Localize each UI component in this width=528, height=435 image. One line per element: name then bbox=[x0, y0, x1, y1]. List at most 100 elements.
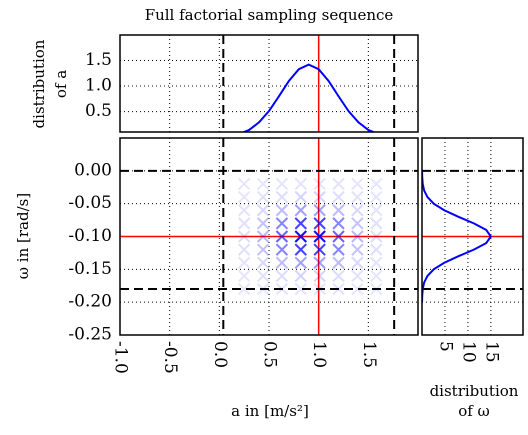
sample-marker bbox=[332, 230, 345, 243]
sample-marker bbox=[256, 269, 270, 283]
sample-marker bbox=[237, 282, 251, 296]
x-tick-label: -0.5 bbox=[160, 341, 180, 374]
sample-marker bbox=[313, 230, 326, 243]
x-tick-label: 5 bbox=[435, 341, 455, 352]
y-tick-label: -0.15 bbox=[68, 259, 112, 279]
y-tick-label: 0.5 bbox=[85, 101, 112, 121]
sample-marker bbox=[275, 256, 289, 269]
panel bbox=[422, 138, 523, 335]
sample-marker bbox=[370, 190, 383, 204]
sample-marker bbox=[275, 269, 289, 283]
sample-marker bbox=[275, 204, 289, 217]
sample-marker bbox=[294, 204, 307, 217]
x-axis-label: of ω bbox=[458, 402, 490, 420]
sample-marker bbox=[332, 190, 345, 204]
sample-marker bbox=[351, 230, 364, 243]
sample-marker bbox=[313, 256, 326, 269]
sample-marker bbox=[275, 243, 289, 256]
sample-marker bbox=[294, 177, 307, 191]
sample-marker bbox=[256, 204, 270, 217]
sample-marker bbox=[256, 217, 270, 230]
axes-frame bbox=[421, 137, 524, 336]
x-tick-label: -1.0 bbox=[111, 341, 131, 374]
distribution-curve bbox=[241, 63, 376, 132]
sample-marker bbox=[332, 177, 345, 191]
sample-marker bbox=[351, 190, 364, 204]
y-axis-label: ω in [rad/s] bbox=[14, 193, 32, 279]
sample-marker bbox=[294, 256, 307, 269]
sample-marker bbox=[313, 177, 326, 191]
sample-marker bbox=[237, 230, 251, 243]
sample-marker bbox=[351, 217, 364, 230]
y-tick-label: -0.10 bbox=[68, 226, 112, 246]
sample-marker bbox=[256, 190, 270, 204]
y-tick-label: 1.0 bbox=[85, 76, 112, 96]
sample-marker bbox=[294, 217, 307, 230]
distribution-curve bbox=[422, 170, 493, 303]
sample-marker bbox=[256, 177, 270, 191]
axes-frame bbox=[119, 137, 419, 336]
chart-title: Full factorial sampling sequence bbox=[145, 6, 394, 24]
sample-marker bbox=[351, 243, 364, 256]
y-tick-label: 1.5 bbox=[85, 50, 112, 70]
sample-marker bbox=[294, 282, 307, 296]
y-tick-label: -0.05 bbox=[68, 193, 112, 213]
sample-marker bbox=[275, 230, 289, 243]
sample-marker bbox=[370, 256, 383, 269]
sample-marker bbox=[294, 230, 307, 243]
x-tick-label: 1.5 bbox=[359, 341, 379, 368]
y-axis-label: distribution bbox=[30, 39, 48, 128]
sample-marker bbox=[332, 204, 345, 217]
sample-marker bbox=[370, 269, 383, 283]
sample-marker bbox=[237, 217, 251, 230]
y-tick-label: 0.00 bbox=[74, 160, 112, 180]
axes-frame bbox=[119, 34, 419, 133]
x-tick-label: 15 bbox=[481, 341, 501, 363]
sample-marker bbox=[351, 269, 364, 283]
sample-marker bbox=[332, 269, 345, 283]
sample-marker bbox=[370, 204, 383, 217]
sample-marker bbox=[237, 190, 251, 204]
x-tick-label: 0.0 bbox=[210, 341, 230, 368]
sample-marker bbox=[256, 243, 270, 256]
sample-marker bbox=[313, 217, 326, 230]
sample-marker bbox=[332, 256, 345, 269]
x-tick-label: 10 bbox=[458, 341, 478, 363]
sample-marker bbox=[275, 282, 289, 296]
sample-marker bbox=[275, 217, 289, 230]
x-tick-label: 0.5 bbox=[260, 341, 280, 368]
sample-marker bbox=[351, 177, 364, 191]
sample-marker bbox=[370, 177, 383, 191]
sample-marker bbox=[275, 177, 289, 191]
panel bbox=[120, 35, 418, 132]
sample-marker bbox=[332, 243, 345, 256]
sample-marker bbox=[370, 217, 383, 230]
x-tick-label: 1.0 bbox=[309, 341, 329, 368]
sample-marker bbox=[370, 243, 383, 256]
sample-marker bbox=[351, 282, 364, 296]
x-axis-label: distribution bbox=[430, 382, 519, 400]
sample-marker bbox=[370, 282, 383, 296]
sample-marker bbox=[237, 204, 251, 217]
sample-marker bbox=[313, 282, 326, 296]
sample-marker bbox=[294, 269, 307, 283]
sample-marker bbox=[313, 190, 326, 204]
sample-marker bbox=[332, 282, 345, 296]
panel bbox=[120, 138, 418, 335]
sample-marker bbox=[294, 243, 307, 256]
y-tick-label: -0.25 bbox=[68, 325, 112, 345]
y-tick-label: -0.20 bbox=[68, 292, 112, 312]
y-axis-label: of a bbox=[52, 70, 70, 98]
sample-marker bbox=[313, 269, 326, 283]
sample-marker bbox=[313, 204, 326, 217]
sample-marker bbox=[313, 243, 326, 256]
sample-marker bbox=[237, 256, 251, 269]
sample-marker bbox=[351, 204, 364, 217]
sample-marker bbox=[275, 190, 289, 204]
sample-marker bbox=[237, 177, 251, 191]
sample-marker bbox=[256, 256, 270, 269]
sample-marker bbox=[332, 217, 345, 230]
